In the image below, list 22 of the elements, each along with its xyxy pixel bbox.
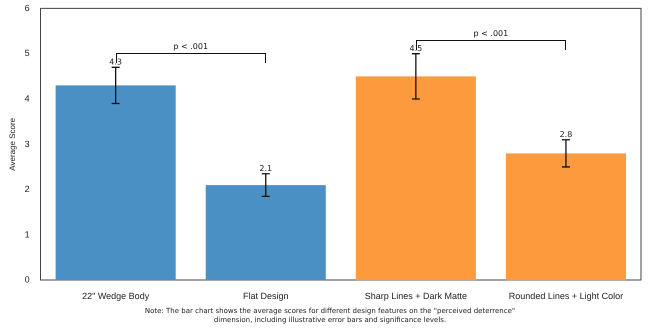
data-label: 2.8 (560, 130, 572, 139)
bar (506, 153, 626, 280)
bar (56, 85, 176, 280)
x-tick-label: Sharp Lines + Dark Matte (364, 291, 468, 302)
y-tick-label: 2 (24, 184, 30, 194)
annotation: p < .001 (472, 28, 510, 38)
y-tick-label: 3 (24, 138, 30, 149)
x-tick-label: Rounded Lines + Light Color (508, 291, 624, 302)
data-label: 2.1 (259, 164, 272, 173)
y-axis-title: Average Score (8, 117, 18, 171)
y-tick-label: 1 (24, 229, 30, 240)
bar (206, 185, 326, 280)
x-tick-label: Flat Design (242, 291, 289, 302)
y-tick-label: 0 (24, 274, 30, 285)
data-label: 4.5 (409, 44, 422, 53)
y-tick-label: 5 (24, 48, 30, 58)
y-tick-label: 6 (24, 2, 30, 13)
y-tick-label: 4 (24, 93, 30, 104)
data-label: 4.3 (109, 57, 122, 66)
annotation: p < .001 (172, 42, 210, 52)
bar (356, 76, 476, 280)
x-tick-label: 22" Wedge Body (82, 291, 150, 302)
